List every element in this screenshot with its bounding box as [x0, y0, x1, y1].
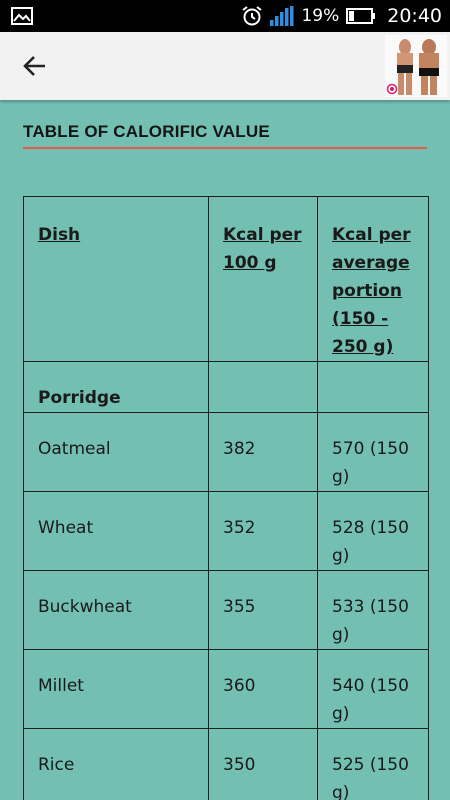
- table-row: Millet 360 540 (150 g): [23, 649, 429, 729]
- alarm-icon: [242, 6, 263, 26]
- battery-percent: 19%: [301, 6, 340, 26]
- table-row: Oatmeal 382 570 (150 g): [23, 412, 429, 492]
- figure-image: [385, 35, 447, 97]
- dish-cell: Millet: [23, 649, 209, 729]
- title-divider: [23, 147, 427, 149]
- header-kcal-portion: Kcal per average portion (150 - 250 g): [317, 196, 429, 362]
- calorie-table: Dish Kcal per 100 g Kcal per average por…: [23, 196, 429, 800]
- kcal100-cell: 352: [208, 491, 318, 571]
- table-row: Rice 350 525 (150 g): [23, 728, 429, 800]
- app-thumbnail[interactable]: [385, 35, 447, 97]
- status-bar: 19% 20:40: [0, 0, 450, 32]
- table-header-row: Dish Kcal per 100 g Kcal per average por…: [23, 196, 429, 362]
- empty-cell: [317, 361, 429, 413]
- section-label: Porridge: [23, 361, 209, 413]
- portion-cell: 533 (150 g): [317, 570, 429, 650]
- clock: 20:40: [387, 5, 442, 27]
- kcal100-cell: 355: [208, 570, 318, 650]
- content-area[interactable]: TABLE OF CALORIFIC VALUE Dish Kcal per 1…: [0, 100, 450, 800]
- portion-cell: 528 (150 g): [317, 491, 429, 571]
- app-bar: [0, 32, 450, 100]
- kcal100-cell: 382: [208, 412, 318, 492]
- battery-icon: [346, 8, 376, 24]
- dish-cell: Buckwheat: [23, 570, 209, 650]
- arrow-left-icon[interactable]: [18, 51, 52, 81]
- portion-cell: 570 (150 g): [317, 412, 429, 492]
- dish-cell: Wheat: [23, 491, 209, 571]
- table-row: Wheat 352 528 (150 g): [23, 491, 429, 571]
- page-title: TABLE OF CALORIFIC VALUE: [23, 122, 270, 141]
- empty-cell: [208, 361, 318, 413]
- image-icon: [11, 7, 33, 25]
- kcal100-cell: 360: [208, 649, 318, 729]
- table-row: Buckwheat 355 533 (150 g): [23, 570, 429, 650]
- dish-cell: Rice: [23, 728, 209, 800]
- header-dish: Dish: [23, 196, 209, 362]
- dish-cell: Oatmeal: [23, 412, 209, 492]
- portion-cell: 525 (150 g): [317, 728, 429, 800]
- header-kcal-100g: Kcal per 100 g: [208, 196, 318, 362]
- portion-cell: 540 (150 g): [317, 649, 429, 729]
- kcal100-cell: 350: [208, 728, 318, 800]
- signal-icon: [270, 6, 294, 26]
- section-row: Porridge: [23, 361, 429, 413]
